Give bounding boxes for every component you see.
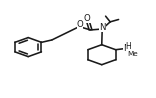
Text: H: H	[126, 42, 131, 51]
Text: O: O	[84, 14, 91, 23]
Text: O: O	[77, 20, 83, 29]
Text: Me: Me	[127, 51, 138, 57]
Text: N: N	[99, 23, 106, 32]
Text: N: N	[123, 44, 129, 53]
